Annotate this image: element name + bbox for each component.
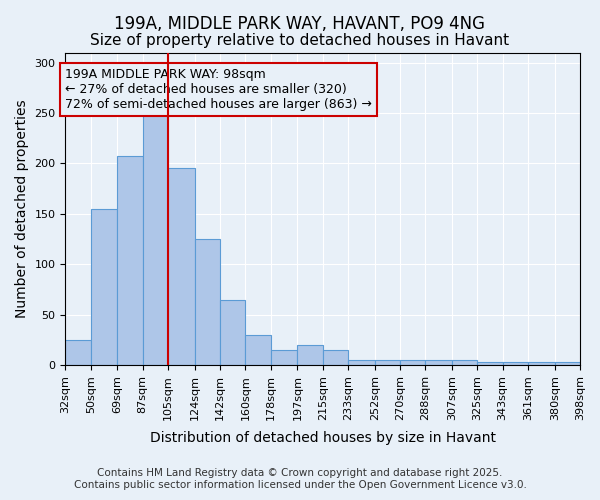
Text: Size of property relative to detached houses in Havant: Size of property relative to detached ho…: [91, 32, 509, 48]
Bar: [298, 345, 323, 365]
Bar: [554, 362, 580, 365]
Bar: [452, 360, 478, 365]
Bar: [503, 362, 528, 365]
Bar: [195, 239, 220, 365]
Bar: [400, 360, 425, 365]
Bar: [478, 362, 503, 365]
Text: Contains HM Land Registry data © Crown copyright and database right 2025.
Contai: Contains HM Land Registry data © Crown c…: [74, 468, 526, 490]
Bar: [143, 113, 168, 365]
Bar: [220, 300, 245, 365]
X-axis label: Distribution of detached houses by size in Havant: Distribution of detached houses by size …: [150, 431, 496, 445]
Bar: [65, 340, 91, 365]
Text: 199A, MIDDLE PARK WAY, HAVANT, PO9 4NG: 199A, MIDDLE PARK WAY, HAVANT, PO9 4NG: [115, 15, 485, 33]
Bar: [425, 360, 452, 365]
Bar: [375, 360, 400, 365]
Y-axis label: Number of detached properties: Number of detached properties: [15, 100, 29, 318]
Bar: [118, 156, 143, 365]
Bar: [271, 350, 298, 365]
Bar: [528, 362, 554, 365]
Bar: [323, 350, 348, 365]
Text: 199A MIDDLE PARK WAY: 98sqm
← 27% of detached houses are smaller (320)
72% of se: 199A MIDDLE PARK WAY: 98sqm ← 27% of det…: [65, 68, 372, 110]
Bar: [348, 360, 375, 365]
Bar: [245, 335, 271, 365]
Bar: [168, 168, 195, 365]
Bar: [91, 209, 118, 365]
